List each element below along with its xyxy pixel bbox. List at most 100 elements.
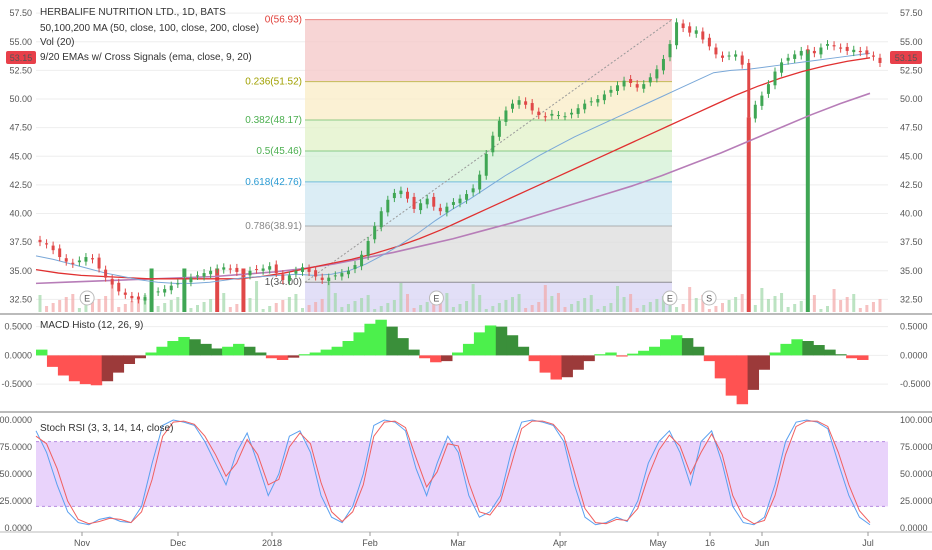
volume-bar: [346, 304, 350, 312]
volume-bar: [753, 305, 757, 312]
macd-histogram-bar: [156, 346, 168, 356]
macd-tick-label: 0.5000: [900, 322, 928, 332]
price-tick-label: 32.50: [9, 294, 32, 304]
macd-histogram-bar: [539, 355, 552, 373]
volume-bar: [839, 300, 843, 312]
volume-bar: [406, 294, 409, 312]
last-price-tag-left: 53.15: [6, 51, 36, 64]
volume-bar: [432, 299, 436, 312]
volume-bar: [721, 303, 724, 312]
macd-histogram-bar: [736, 355, 749, 405]
price-tick-label: 47.50: [900, 123, 923, 133]
macd-tick-label: -0.5000: [1, 379, 32, 389]
volume-bar: [45, 306, 49, 312]
volume-bar: [97, 299, 101, 312]
volume-bar: [379, 306, 383, 312]
price-axis-left: 57.50 55.00 52.50 50.00 47.50 45.00 42.50 40.00…: [9, 8, 32, 304]
volume-bar: [333, 293, 337, 312]
candle-body: [773, 71, 777, 86]
macd-histogram-bar: [572, 355, 584, 370]
volume-bar: [583, 298, 587, 312]
fib-level-label: 0.236(51.52): [245, 77, 302, 88]
volume-bar: [701, 295, 705, 312]
candle-body: [432, 196, 436, 207]
candle-body: [497, 120, 501, 137]
volume-bar: [209, 299, 213, 312]
macd-histogram-bar: [276, 355, 289, 360]
event-marker: [701, 290, 717, 306]
volume-bar: [392, 300, 396, 312]
volume-bar: [675, 307, 679, 312]
candlesticks: [38, 18, 882, 305]
volume-bar: [196, 305, 199, 312]
volume-bar: [320, 299, 324, 312]
candle-body: [694, 30, 698, 34]
macd-axis: 0.5000 0.5000 0.0000 0.0000 -0.5000 -0.5000: [1, 322, 930, 390]
macd-histogram-bar: [145, 352, 157, 356]
candle-body: [340, 273, 344, 277]
fib-zone: [305, 181, 672, 227]
volume-bar: [688, 287, 692, 312]
ema-cross-signal-bar: [241, 268, 246, 312]
candle-body: [734, 54, 738, 57]
price-pane: 0(56.93) 0.236(51.52) 0.382(48.17) 0.5(45.4…: [6, 0, 923, 314]
volume-bar: [760, 288, 764, 312]
candle-body: [445, 206, 449, 213]
macd-histogram-bar: [57, 355, 70, 376]
macd-histogram-bar: [189, 339, 201, 356]
volume-bar: [589, 295, 593, 312]
price-tick-label: 40.00: [900, 209, 923, 219]
volume-bar: [517, 294, 521, 312]
time-tick-label: Nov: [74, 538, 91, 548]
macd-histogram-bar: [375, 319, 387, 356]
volume-bar: [340, 307, 344, 312]
ema-cross-signal-bar: [182, 268, 187, 312]
volume-bar: [681, 304, 685, 312]
macd-histogram-bar: [484, 325, 497, 356]
volume-bar: [261, 309, 265, 312]
volume-bar: [786, 307, 790, 312]
volume-bar: [694, 298, 698, 312]
volume-bar: [661, 296, 665, 312]
volume-bar: [832, 289, 836, 312]
candle-body: [307, 268, 311, 272]
candle-body: [123, 292, 127, 295]
fib-level-label: 0.786(38.91): [245, 221, 302, 232]
candle-body: [314, 270, 318, 277]
macd-histogram-bar: [397, 338, 409, 356]
volume-bar: [576, 301, 580, 312]
candle-body: [780, 62, 784, 73]
candle-body: [189, 277, 193, 283]
macd-tick-label: 0.5000: [4, 322, 32, 332]
candle-body: [622, 80, 626, 87]
stoch-band-fill: [36, 441, 888, 507]
macd-histogram-bar: [211, 348, 223, 356]
volume-bar: [156, 306, 160, 312]
candle-body: [379, 211, 383, 228]
volume-bar: [471, 284, 475, 312]
volume-bar: [550, 296, 554, 312]
volume-bar: [373, 309, 377, 312]
candle-body: [832, 45, 836, 47]
price-tick-label: 37.50: [900, 237, 923, 247]
macd-histogram: [36, 319, 869, 405]
macd-histogram-bar: [320, 349, 333, 356]
candle-body: [517, 100, 521, 105]
volume-bar: [222, 293, 226, 312]
volume-bar: [51, 303, 55, 312]
volume-bar: [648, 302, 652, 312]
candle-body: [110, 278, 114, 285]
price-tick-label: 57.50: [900, 8, 923, 18]
candle-body: [878, 57, 882, 63]
candle-body: [688, 26, 692, 33]
candle-body: [438, 207, 442, 212]
macd-histogram-bar: [134, 355, 146, 359]
volume-bar: [176, 297, 180, 312]
stoch-lines: [35, 419, 871, 526]
volume-bar: [123, 304, 127, 312]
macd-histogram-bar: [419, 355, 431, 359]
macd-histogram-bar: [813, 345, 825, 356]
candle-body: [248, 270, 252, 276]
volume-bar: [622, 297, 626, 312]
macd-histogram-bar: [36, 349, 48, 356]
